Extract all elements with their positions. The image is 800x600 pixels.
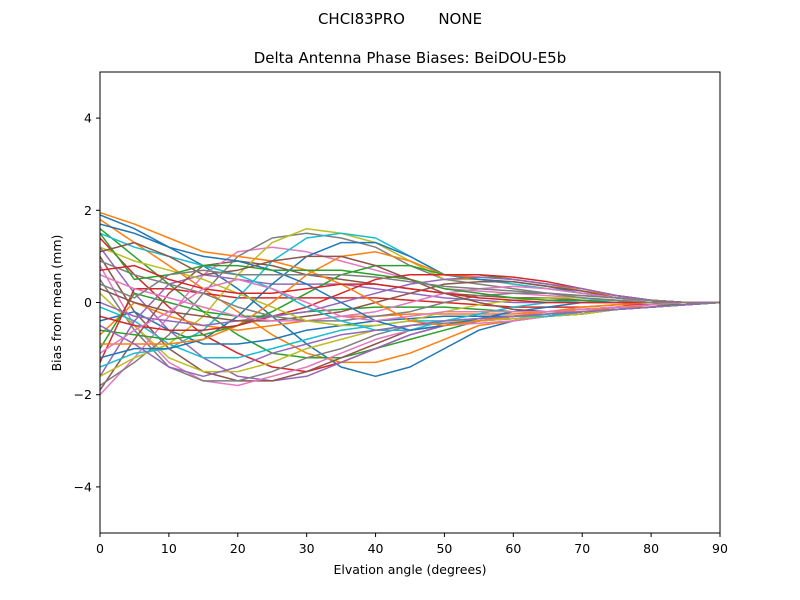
y-tick-label: 0 (84, 295, 92, 310)
chart-title: Delta Antenna Phase Biases: BeiDOU-E5b (254, 49, 567, 67)
y-tick-label: −4 (74, 479, 92, 494)
x-tick-label: 10 (161, 541, 177, 556)
x-tick-label: 60 (505, 541, 521, 556)
x-axis: 0 10 20 30 40 50 60 70 80 90 (96, 533, 728, 556)
x-tick-label: 0 (96, 541, 104, 556)
y-axis: −4 −2 0 2 4 (74, 111, 100, 494)
x-tick-label: 80 (643, 541, 659, 556)
x-tick-label: 70 (574, 541, 590, 556)
series-layer (100, 211, 720, 396)
x-tick-label: 50 (436, 541, 452, 556)
y-tick-label: 4 (84, 111, 92, 126)
series-line (100, 211, 720, 327)
y-axis-label: Bias from mean (mm) (49, 235, 64, 372)
series-line (100, 276, 720, 327)
y-tick-label: 2 (84, 203, 92, 218)
series-line (100, 269, 720, 304)
x-tick-label: 30 (299, 541, 315, 556)
chart-suptitle: CHCI83PRO NONE (318, 10, 482, 28)
y-tick-label: −2 (74, 387, 92, 402)
x-tick-label: 90 (712, 541, 728, 556)
x-tick-label: 20 (230, 541, 246, 556)
series-line (100, 260, 720, 322)
series-line (100, 301, 720, 378)
x-axis-label: Elvation angle (degrees) (333, 562, 486, 577)
x-tick-label: 40 (368, 541, 384, 556)
series-line (100, 278, 720, 354)
